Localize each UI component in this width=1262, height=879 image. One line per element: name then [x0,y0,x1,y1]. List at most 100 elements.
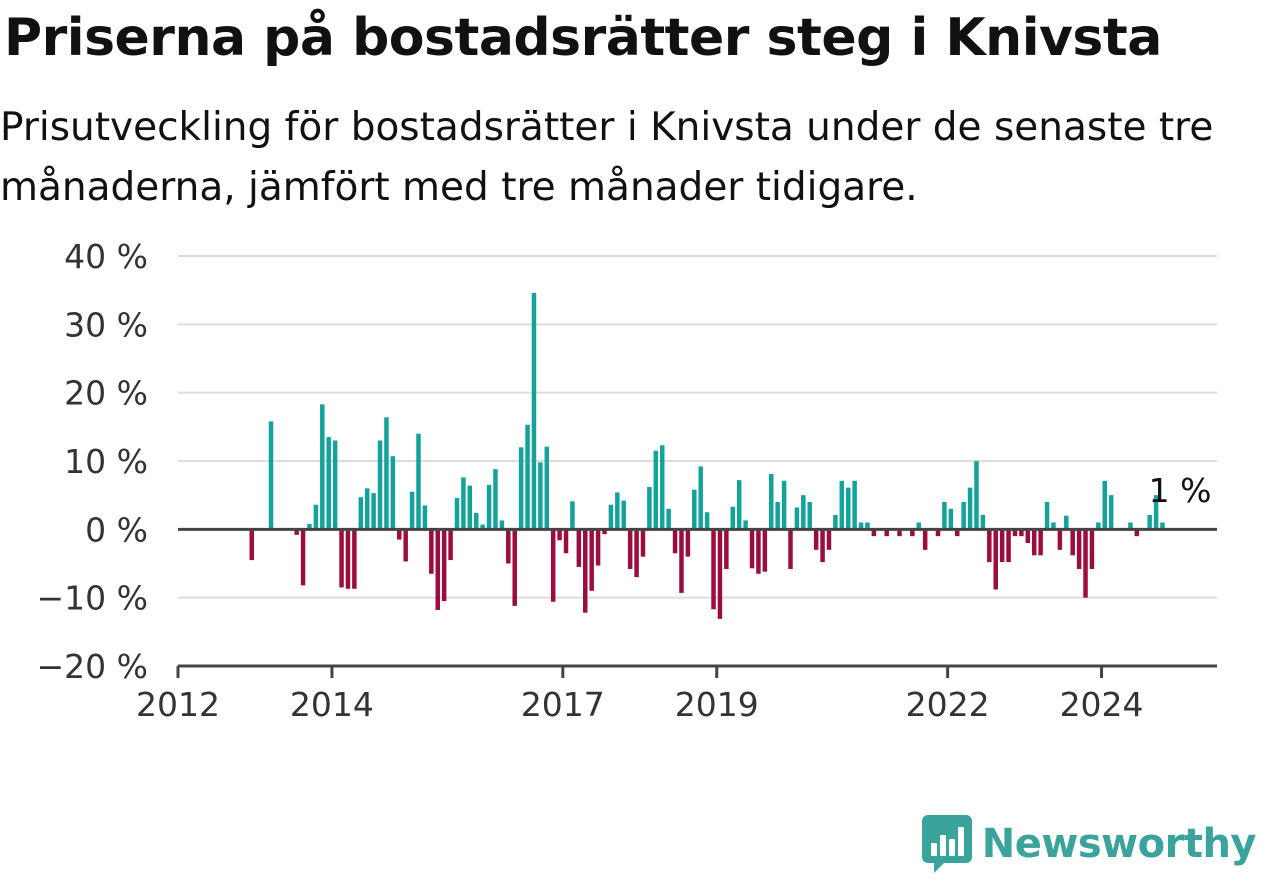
bars [250,293,1165,619]
bar [1038,529,1042,555]
bar [378,441,382,530]
bar [352,529,356,588]
bar [609,505,613,530]
bar [326,437,330,529]
bar [974,461,978,529]
bar [801,495,805,529]
y-tick-label: −20 % [37,647,149,686]
bar [339,529,343,587]
bar [628,529,632,569]
bar [403,529,407,561]
bar [596,529,600,565]
bar [615,492,619,529]
bar [519,447,523,529]
y-axis-labels: 40 % 30 % 20 % 10 % 0 % −10 % −20 % [37,237,149,686]
bar [448,529,452,560]
bar [1090,529,1094,569]
bar [455,498,459,529]
bar [1032,529,1036,555]
bar [333,441,337,530]
bar [423,505,427,529]
bar [512,529,516,606]
bar [1000,529,1004,562]
x-tick-label: 2014 [290,685,374,724]
bar [750,529,754,568]
bar [506,529,510,563]
x-axis-labels: 2012 2014 2017 2019 2022 2024 [136,685,1144,724]
x-axis [178,529,1217,678]
bar [961,502,965,529]
bar-chart: 40 %30 %20 %10 %0 %−10 %−20 % 2012 2014 20… [0,0,1262,760]
bar [1103,481,1107,530]
current-value-label: 1 % [1149,471,1212,510]
bar [525,425,529,530]
bar [737,480,741,529]
bar [711,529,715,609]
bar [1077,529,1081,569]
bar [391,456,395,529]
bar [1070,529,1074,555]
newsworthy-chart-icon [922,815,972,873]
bar [468,486,472,530]
bar [775,502,779,529]
bar [820,529,824,562]
x-tick-label: 2019 [675,685,759,724]
bar [1006,529,1010,562]
bar [852,481,856,530]
bar [705,512,709,529]
bar [942,502,946,529]
y-tick-label: 10 % [64,442,148,481]
bar [718,529,722,619]
bar [410,492,414,530]
bar [1083,529,1087,597]
bar [250,529,254,560]
bar [1109,495,1113,529]
bar [436,529,440,610]
bar [269,421,273,529]
bar [545,447,549,530]
bar [346,529,350,588]
bar [442,529,446,601]
bar [782,481,786,530]
bar [493,469,497,529]
bar [564,529,568,553]
y-tick-label: −10 % [37,579,149,618]
bar [365,488,369,529]
bar [589,529,593,591]
newsworthy-logo: Newsworthy [922,815,1256,873]
bar [1147,515,1151,529]
bar [827,529,831,550]
bar [795,507,799,529]
bar [807,502,811,529]
y-tick-label: 40 % [64,237,148,276]
bar [673,529,677,553]
bar [968,488,972,530]
x-tick-label: 2012 [136,685,220,724]
bar [679,529,683,593]
bar [654,451,658,530]
bar [301,529,305,585]
bar [487,485,491,529]
bar [981,515,985,529]
bar [314,505,318,530]
bar [769,474,773,529]
bar [686,529,690,556]
bar [698,466,702,529]
bar [359,497,363,529]
bar [1064,516,1068,530]
y-tick-label: 30 % [64,305,148,344]
bar [1045,502,1049,529]
bar [320,404,324,529]
bar [622,501,626,530]
bar [993,529,997,589]
bar [949,509,953,529]
bar [923,529,927,550]
bar [814,529,818,550]
bar [429,529,433,573]
x-tick-label: 2022 [906,685,990,724]
bar [371,493,375,529]
bar [583,529,587,612]
bar [647,487,651,529]
bar [987,529,991,562]
bar [846,488,850,530]
